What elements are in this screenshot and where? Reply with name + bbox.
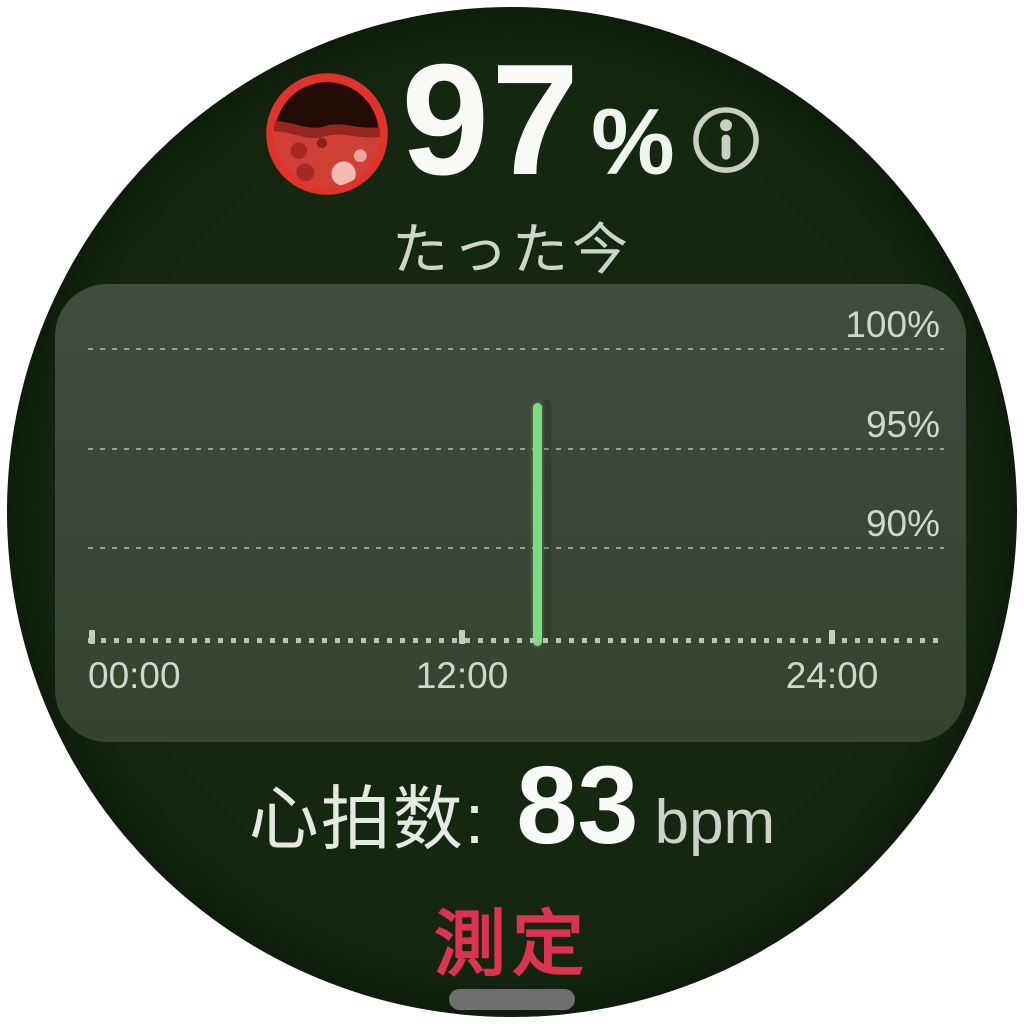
home-indicator[interactable] xyxy=(449,989,575,1010)
info-icon[interactable] xyxy=(691,105,761,175)
blood-oxygen-icon xyxy=(263,70,391,198)
gridline-95 xyxy=(88,448,944,450)
y-axis-label-100: 100% xyxy=(845,304,940,345)
gridline-100 xyxy=(88,348,944,350)
measurement-time-label: たった今 xyxy=(392,218,632,281)
gridline-90 xyxy=(88,547,944,549)
x-axis-label-1200: 12:00 xyxy=(415,655,509,696)
spo2-trend-chart[interactable]: 100% 95% 90% 00:00 12:00 24:00 xyxy=(55,284,966,742)
x-axis-label-2400: 24:00 xyxy=(785,655,879,696)
heart-rate-value: 83 xyxy=(516,744,639,867)
measure-button[interactable]: 測定 xyxy=(433,905,590,985)
x-axis-line xyxy=(88,638,944,643)
heart-rate-row: 心拍数: 83 bpm xyxy=(7,751,1017,871)
y-axis-label-90: 90% xyxy=(865,503,940,544)
spo2-unit: % xyxy=(591,89,675,194)
heart-rate-label: 心拍数: xyxy=(248,780,487,858)
x-tick-1200 xyxy=(459,630,465,644)
spo2-measurement-bar[interactable] xyxy=(533,403,542,646)
spo2-header: 97 % xyxy=(7,41,1017,211)
x-tick-0000 xyxy=(89,630,95,644)
heart-rate-unit: bpm xyxy=(654,788,776,857)
watch-face: 97 % たった今 100% 95% 90% xyxy=(7,7,1017,1017)
x-tick-2400 xyxy=(829,630,835,644)
spo2-value: 97 xyxy=(401,32,582,208)
y-axis-label-95: 95% xyxy=(865,404,940,445)
x-axis-label-0000: 00:00 xyxy=(88,655,181,696)
bar-shadow xyxy=(542,400,551,640)
